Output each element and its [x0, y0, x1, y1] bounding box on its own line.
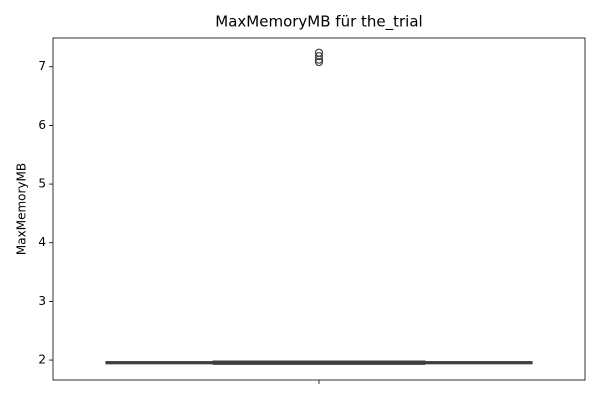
y-axis-label: MaxMemoryMB — [15, 163, 29, 255]
outlier — [314, 52, 324, 61]
outlier — [314, 48, 324, 57]
chart-title: MaxMemoryMB für the_trial — [215, 13, 422, 32]
y-tick-label: 2 — [38, 353, 46, 367]
y-tick-label: 5 — [38, 177, 46, 191]
y-tick-label: 6 — [38, 118, 46, 132]
plot-frame — [52, 37, 586, 381]
y-tick-label: 3 — [38, 294, 46, 308]
y-tick-label: 4 — [38, 235, 46, 249]
y-tick-label: 7 — [38, 59, 46, 73]
outlier — [314, 57, 324, 67]
